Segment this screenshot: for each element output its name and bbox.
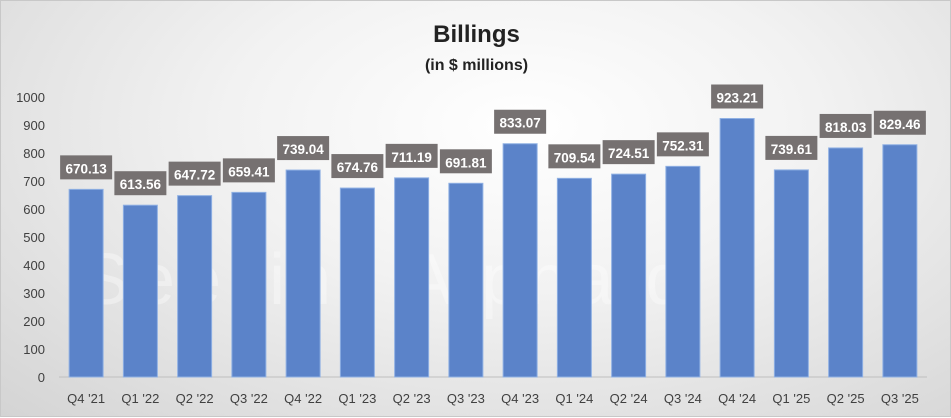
bar [556, 177, 592, 378]
bar [611, 173, 647, 378]
x-tick-label: Q1 '25 [772, 391, 810, 406]
y-tick-label: 800 [23, 146, 45, 161]
x-tick-label: Q1 '22 [121, 391, 159, 406]
x-tick-label: Q1 '24 [555, 391, 593, 406]
data-label-box [602, 140, 655, 165]
data-label: 818.03 [825, 120, 867, 135]
bar [68, 188, 104, 378]
y-tick-label: 500 [23, 230, 45, 245]
data-label-box [60, 155, 113, 180]
data-label: 752.31 [662, 138, 704, 153]
data-label: 833.07 [499, 116, 540, 131]
bar [665, 165, 701, 378]
data-label: 739.04 [282, 142, 324, 157]
bar [231, 191, 267, 378]
bar [448, 182, 484, 378]
y-tick-label: 700 [23, 174, 45, 189]
y-tick-label: 200 [23, 314, 45, 329]
x-tick-label: Q4 '21 [67, 391, 105, 406]
data-label: 709.54 [554, 150, 596, 165]
bar [122, 204, 158, 378]
x-tick-label: Q3 '22 [230, 391, 268, 406]
data-label-box [114, 171, 167, 196]
y-tick-label: 0 [38, 370, 45, 385]
data-label: 691.81 [445, 155, 487, 170]
bar [285, 169, 321, 378]
data-label-box [765, 135, 818, 160]
data-label-box [331, 154, 384, 179]
x-tick-label: Q2 '25 [827, 391, 865, 406]
data-label: 659.41 [228, 164, 270, 179]
y-tick-label: 400 [23, 258, 45, 273]
chart-title: Billings [433, 21, 520, 48]
x-tick-label: Q4 '24 [718, 391, 756, 406]
data-label-box [656, 132, 709, 157]
x-tick-label: Q4 '22 [284, 391, 322, 406]
y-tick-label: 1000 [16, 90, 45, 105]
data-label-box [873, 110, 926, 135]
data-label: 613.56 [120, 177, 162, 192]
bar [828, 147, 864, 378]
data-label: 674.76 [337, 160, 379, 175]
y-tick-label: 300 [23, 286, 45, 301]
x-tick-label: Q3 '25 [881, 391, 919, 406]
bar [502, 143, 538, 378]
y-tick-label: 900 [23, 118, 45, 133]
data-label: 711.19 [391, 150, 432, 165]
x-tick-label: Q3 '23 [447, 391, 485, 406]
data-label: 829.46 [879, 117, 921, 132]
data-label-box [385, 143, 438, 168]
chart-subtitle: (in $ millions) [424, 57, 529, 74]
bar [773, 169, 809, 378]
data-label-box [277, 136, 330, 161]
x-tick-label: Q4 '23 [501, 391, 539, 406]
x-tick-label: Q2 '22 [176, 391, 214, 406]
data-label: 647.72 [174, 168, 215, 183]
x-tick-label: Q2 '24 [610, 391, 648, 406]
data-label: 724.51 [608, 146, 650, 161]
bar [882, 144, 918, 378]
x-tick-label: Q2 '23 [393, 391, 431, 406]
data-label-box [222, 158, 275, 183]
data-label-box [548, 144, 601, 169]
bar [394, 177, 430, 378]
x-tick-label: Q1 '23 [338, 391, 376, 406]
data-label-box [168, 161, 221, 186]
data-label-box [819, 113, 872, 138]
data-label: 923.21 [716, 91, 758, 106]
y-tick-label: 100 [23, 342, 45, 357]
data-label-box [711, 84, 764, 109]
data-label-box [494, 109, 547, 134]
x-tick-label: Q3 '24 [664, 391, 702, 406]
data-label-box [439, 149, 492, 174]
bar [719, 118, 755, 378]
data-label: 739.61 [771, 142, 813, 157]
bar [177, 195, 213, 378]
data-label: 670.13 [65, 161, 107, 176]
y-tick-label: 600 [23, 202, 45, 217]
bar [339, 187, 375, 378]
